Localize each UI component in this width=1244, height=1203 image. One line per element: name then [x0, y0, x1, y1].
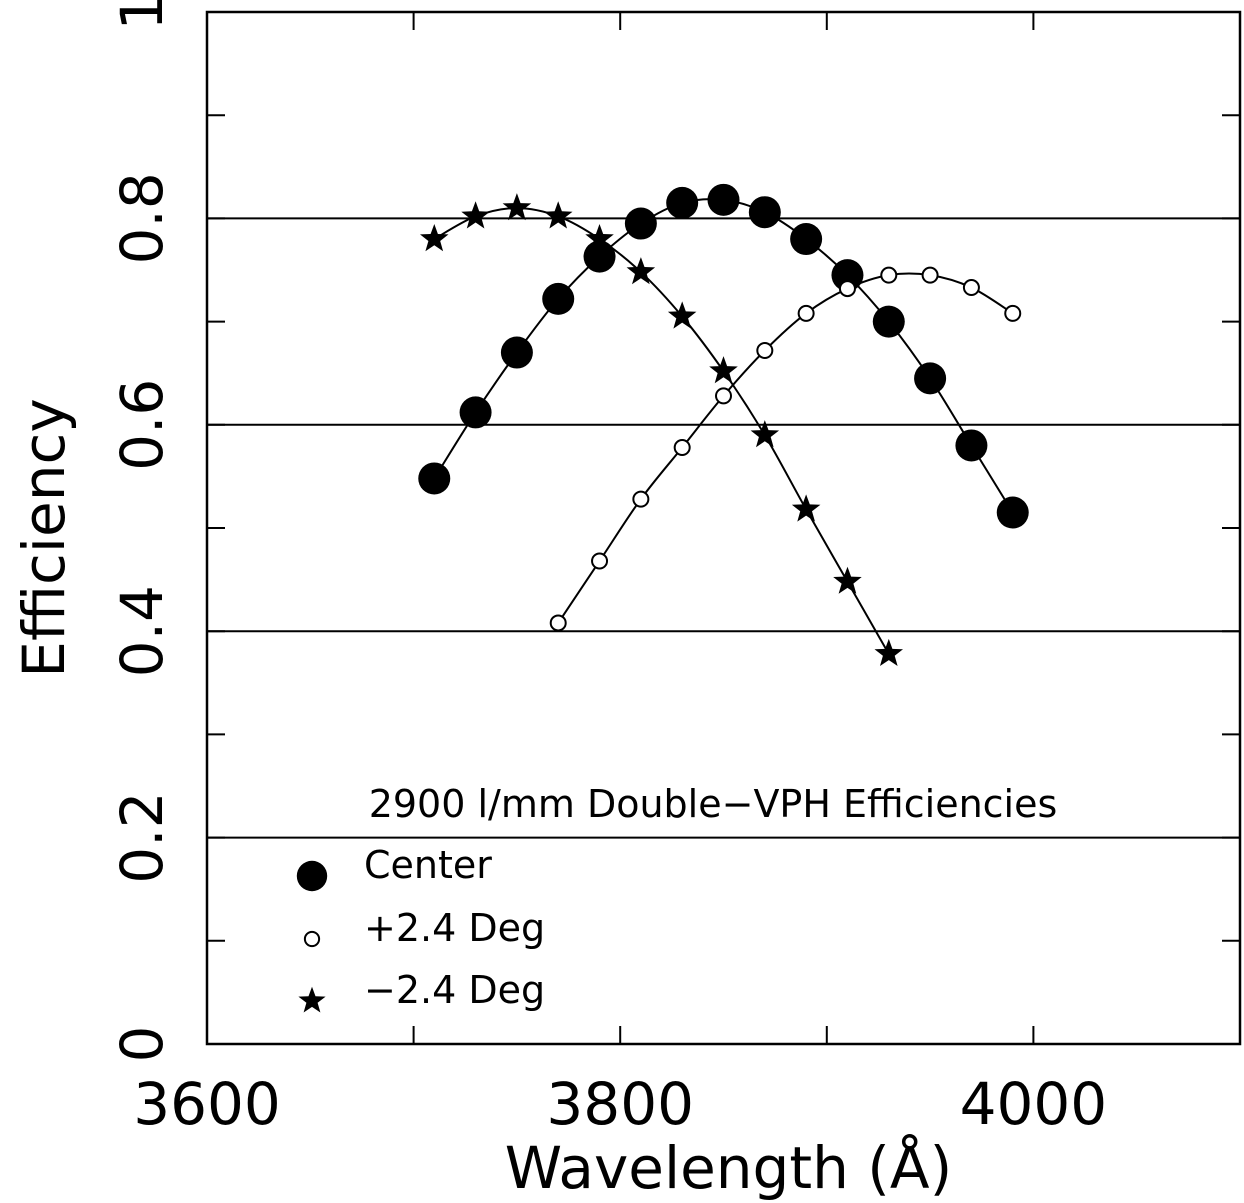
series-0-point-14: [996, 496, 1029, 529]
y-tick-label-5: 1: [108, 0, 176, 30]
series-curves: [433, 198, 1014, 655]
series-line-2: [433, 207, 890, 655]
series-1-point-4: [715, 387, 732, 405]
x-tick-label-1: 3800: [546, 1070, 694, 1138]
legend-marker-0: [296, 860, 328, 892]
series-0-point-1: [459, 396, 492, 429]
series-2-point-11: [874, 638, 903, 666]
series-2-point-10: [833, 566, 862, 594]
series-2-point-0: [420, 224, 449, 252]
y-axis-title: Efficiency: [10, 398, 78, 677]
series-0-point-5: [624, 207, 657, 240]
series-0-point-11: [872, 305, 905, 338]
y-tick-label-0: 0: [108, 1026, 176, 1063]
series-0-point-2: [500, 336, 533, 369]
series-1-point-7: [838, 280, 856, 298]
legend-label-0: Center: [364, 843, 492, 887]
series-2-point-8: [750, 420, 780, 448]
y-tick-label-3: 0.6: [108, 379, 176, 471]
legend-label-2: −2.4 Deg: [364, 968, 545, 1012]
series-1-point-9: [921, 266, 939, 284]
legend-marker-1: [303, 930, 321, 948]
series-0-point-4: [583, 240, 616, 273]
series-2-point-3: [544, 201, 573, 229]
series-0-point-0: [418, 462, 451, 495]
series-1-point-3: [673, 439, 691, 457]
plot-frame: [205, 10, 1242, 1046]
series-2-point-1: [461, 201, 490, 229]
series-markers: [418, 183, 1029, 666]
legend-title: 2900 l/mm Double−VPH Efficiencies: [369, 782, 1058, 826]
x-tick-label-2: 4000: [960, 1070, 1108, 1138]
series-0-point-10: [831, 259, 864, 292]
series-1-point-6: [797, 304, 815, 322]
legend-items: Center +2.4 Deg −2.4 Deg: [296, 843, 545, 1013]
series-0-point-9: [790, 223, 823, 256]
series-1-point-0: [549, 614, 567, 632]
series-1-point-11: [1004, 304, 1022, 322]
series-2-point-6: [667, 301, 697, 329]
legend: 2900 l/mm Double−VPH Efficiencies Center…: [296, 782, 1058, 1013]
series-2-point-7: [709, 356, 738, 384]
series-line-1: [557, 272, 1014, 624]
series-2-point-2: [502, 193, 532, 221]
y-tick-label-2: 0.4: [108, 585, 176, 677]
series-2-point-4: [585, 224, 614, 252]
x-axis-title: Wavelength (Å): [505, 1133, 952, 1202]
series-2-point-5: [626, 257, 656, 285]
legend-marker-2: [298, 986, 326, 1013]
series-1-point-5: [756, 341, 774, 359]
tick-labels: 3600 3800 4000 0 0.2 0.4 0.6 0.8 1: [108, 0, 1107, 1138]
series-0-point-8: [748, 196, 781, 229]
legend-label-1: +2.4 Deg: [364, 906, 545, 950]
series-0-point-7: [707, 183, 740, 216]
series-1-point-2: [632, 490, 650, 508]
y-tick-label-1: 0.2: [108, 791, 176, 883]
series-1-point-10: [962, 279, 980, 297]
grid-lines: [207, 217, 1240, 839]
series-0-point-3: [542, 282, 575, 315]
series-1-point-8: [880, 266, 898, 284]
series-0-point-12: [914, 362, 947, 395]
series-0-point-13: [955, 429, 988, 462]
series-2-point-9: [791, 494, 821, 522]
y-tick-label-4: 0.8: [108, 172, 176, 264]
x-tick-label-0: 3600: [133, 1070, 281, 1138]
axis-ticks: [206, 11, 1240, 1045]
series-1-point-1: [591, 552, 609, 570]
series-0-point-6: [666, 186, 699, 219]
